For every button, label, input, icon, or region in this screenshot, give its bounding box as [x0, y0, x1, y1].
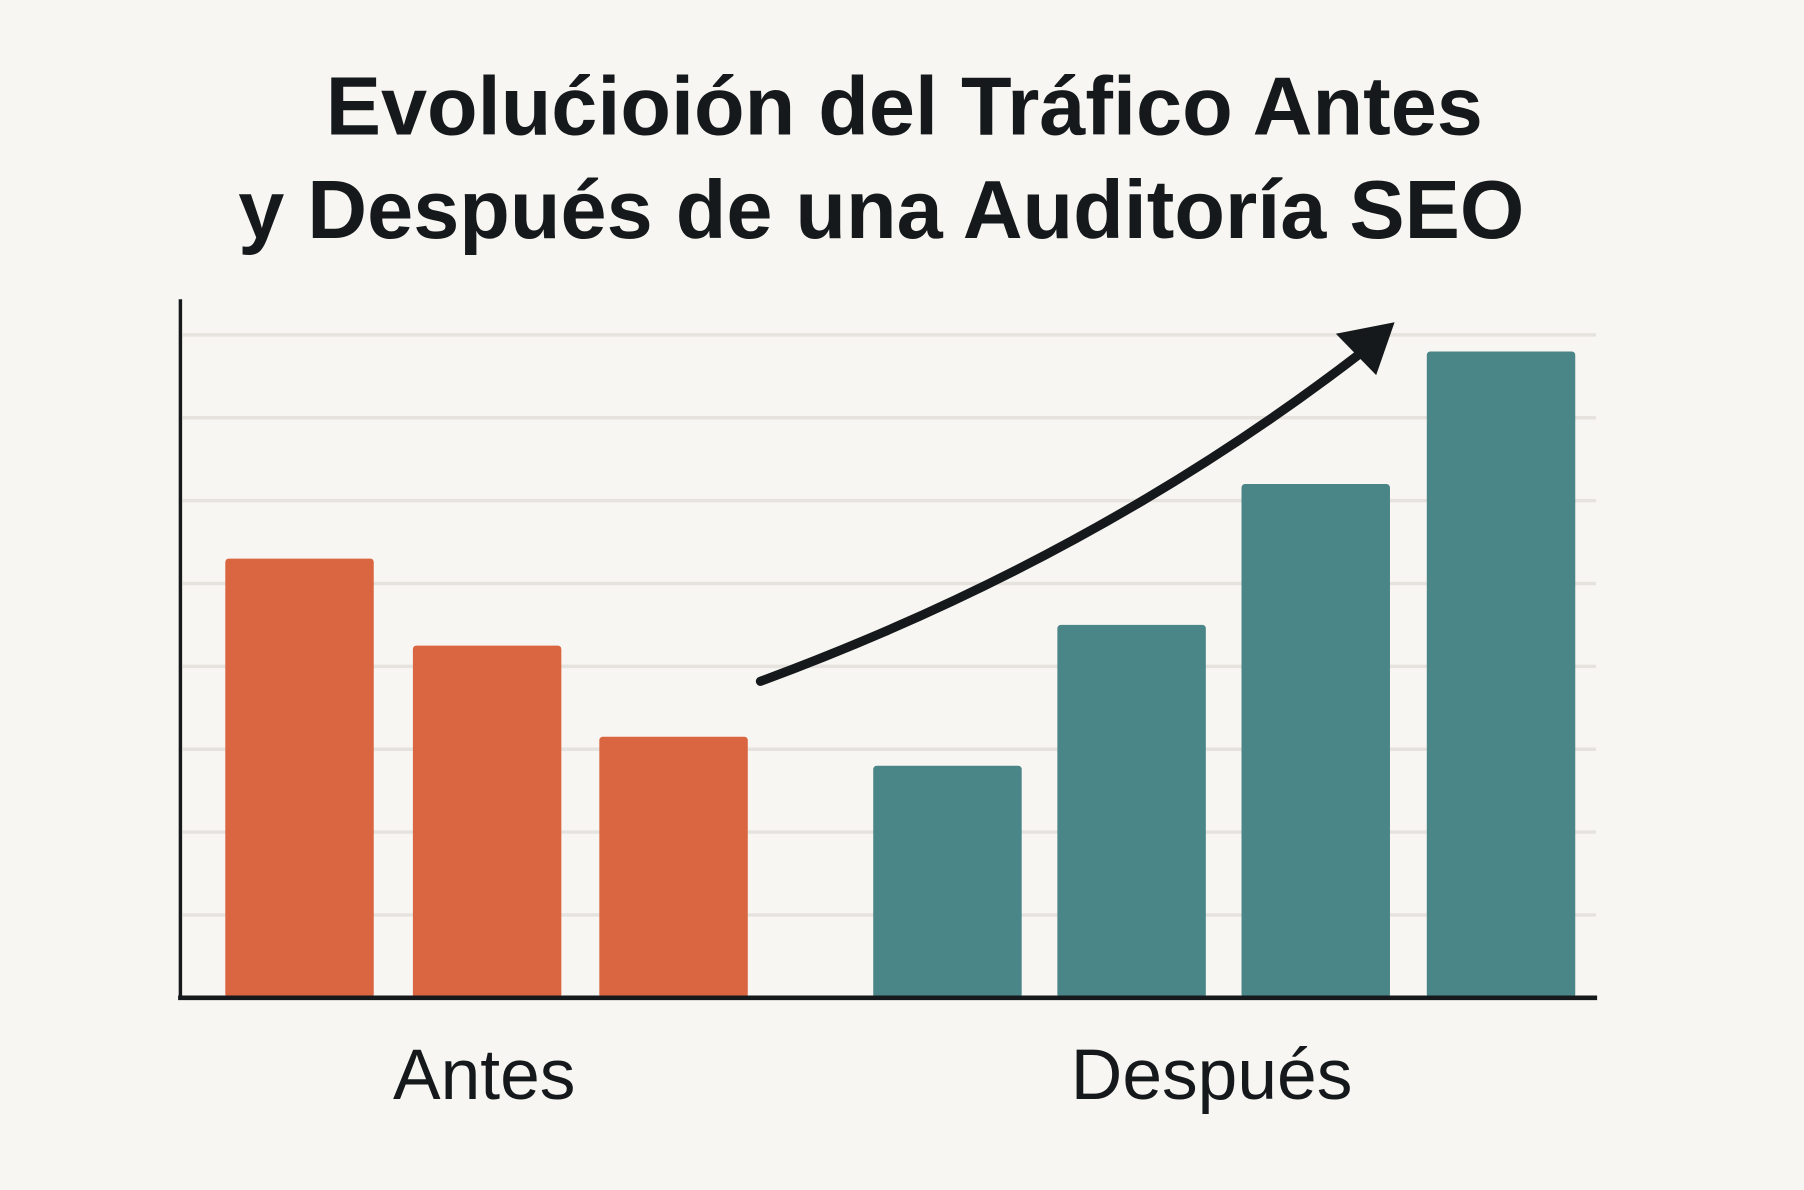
- bar-despues-2: [1057, 624, 1206, 998]
- bar-antes-3: [599, 736, 748, 998]
- bar-antes-2: [412, 645, 562, 998]
- bar-despues-4: [1426, 351, 1576, 998]
- bar-antes-1: [225, 558, 374, 998]
- chart-title-line-1: Evolućioión del Tráfico Antes: [326, 60, 1483, 153]
- group-label-despues: Después: [1071, 1035, 1353, 1115]
- bar-despues-1: [873, 765, 1022, 998]
- bars: [225, 351, 1576, 998]
- trend-arrow: [755, 322, 1395, 686]
- chart-title-line-2: y Después de una Auditoría SEO: [238, 163, 1524, 256]
- group-label-antes: Antes: [393, 1035, 575, 1115]
- bar-despues-3: [1241, 484, 1390, 998]
